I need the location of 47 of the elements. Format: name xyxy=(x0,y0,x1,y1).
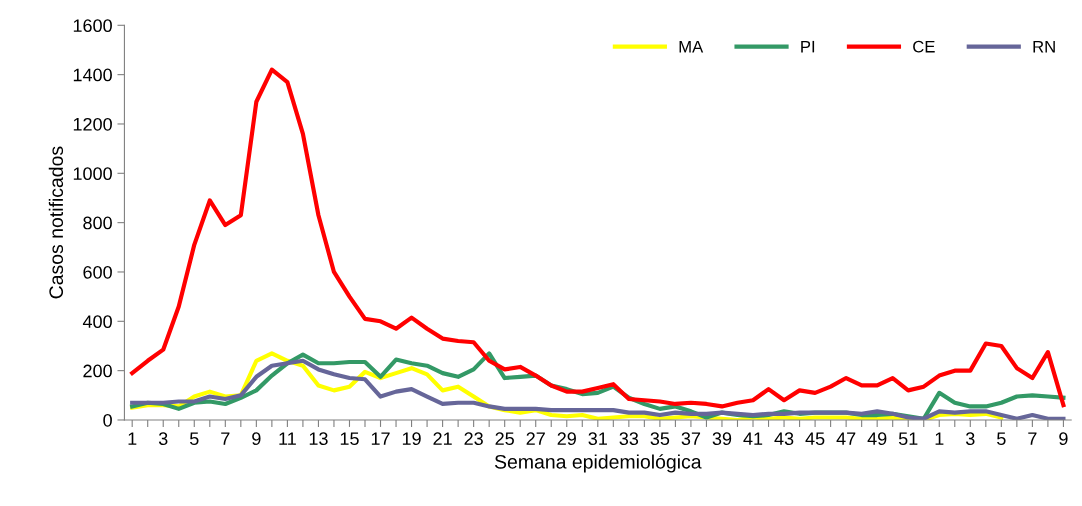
x-tick-label: 7 xyxy=(1028,432,1037,445)
x-tick-label: 41 xyxy=(743,432,763,445)
legend-label: RN xyxy=(1033,40,1055,53)
x-tick-label: 43 xyxy=(774,432,794,446)
x-tick-label: 29 xyxy=(557,432,576,446)
legend-label: MA xyxy=(679,40,704,53)
x-tick-label: 35 xyxy=(650,432,670,446)
legend-label: CE xyxy=(913,40,935,53)
y-tick-label: 1200 xyxy=(73,117,112,131)
y-tick-label: 400 xyxy=(82,315,112,329)
x-tick-label: 5 xyxy=(997,432,1006,446)
x-tick-label: 25 xyxy=(495,432,514,446)
x-tick-label: 21 xyxy=(433,432,452,445)
x-axis-title: Semana epidemiológica xyxy=(494,454,702,473)
x-tick-label: 33 xyxy=(619,432,639,446)
x-tick-label: 45 xyxy=(805,432,825,446)
x-tick-label: 9 xyxy=(1059,432,1068,446)
x-tick-label: 1 xyxy=(935,432,944,445)
x-tick-label: 5 xyxy=(189,432,199,446)
x-tick-label: 23 xyxy=(464,432,483,446)
x-tick-label: 11 xyxy=(279,432,296,445)
x-tick-label: 27 xyxy=(526,432,545,445)
y-tick-label: 1600 xyxy=(73,19,112,33)
y-tick-label: 1000 xyxy=(73,167,112,181)
x-tick-label: 17 xyxy=(371,432,390,445)
x-tick-label: 1 xyxy=(128,432,137,445)
x-tick-label: 49 xyxy=(867,432,887,446)
legend-label: PI xyxy=(801,40,815,53)
x-tick-label: 37 xyxy=(681,432,701,446)
y-tick-label: 0 xyxy=(103,413,112,427)
x-tick-label: 3 xyxy=(158,432,168,446)
x-tick-label: 13 xyxy=(309,432,328,446)
y-tick-label: 600 xyxy=(83,265,112,279)
y-axis-title: Casos notificados xyxy=(48,146,64,299)
x-tick-label: 31 xyxy=(588,432,607,446)
y-tick-label: 1400 xyxy=(73,68,112,82)
y-tick-label: 800 xyxy=(83,216,112,230)
x-tick-label: 3 xyxy=(965,432,975,446)
x-tick-label: 9 xyxy=(252,432,261,446)
y-tick-label: 200 xyxy=(83,364,112,378)
x-tick-label: 15 xyxy=(340,432,359,446)
x-tick-label: 7 xyxy=(221,432,230,445)
x-tick-label: 19 xyxy=(402,432,421,446)
x-tick-label: 51 xyxy=(898,432,918,446)
x-tick-label: 47 xyxy=(836,432,856,445)
line-series xyxy=(130,67,1066,409)
x-tick-label: 39 xyxy=(712,432,732,446)
